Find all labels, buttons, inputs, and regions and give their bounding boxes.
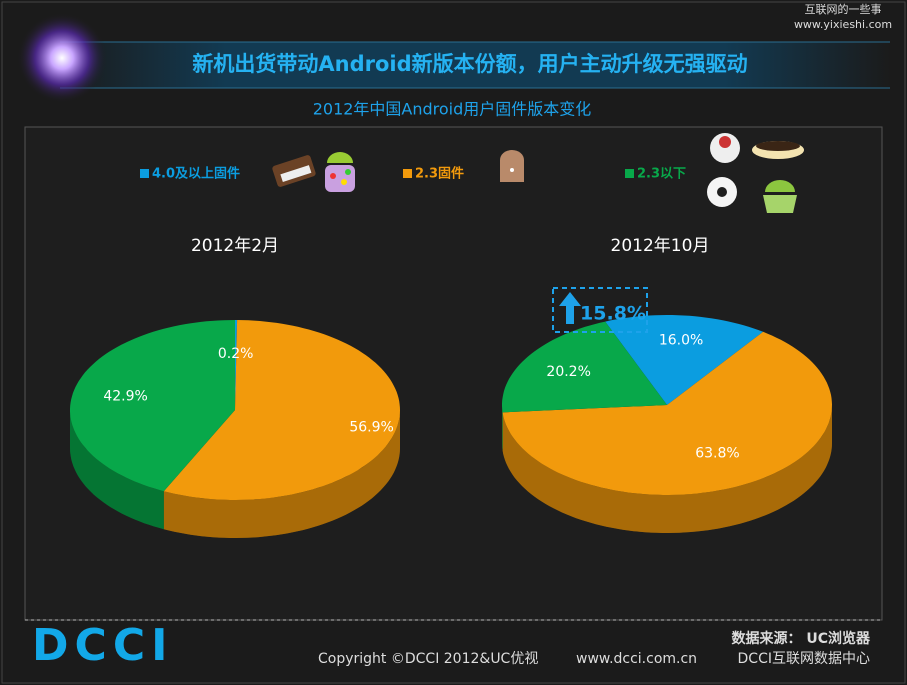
- copyright: Copyright ©DCCI 2012&UC优视: [318, 651, 538, 667]
- pie-slice: [163, 320, 400, 500]
- data-label: 16.0%: [659, 333, 703, 349]
- legend-swatch: [625, 169, 634, 178]
- subtitle: 2012年中国Android用户固件版本变化: [313, 100, 592, 119]
- pie-side: [163, 410, 400, 538]
- pie-side-shade: [502, 405, 503, 451]
- pie-side-shade: [163, 410, 400, 538]
- pie-side-shade: [70, 410, 164, 530]
- data-label: 20.2%: [546, 364, 590, 380]
- data-label: 63.8%: [695, 446, 739, 462]
- annotation: 15.8%: [580, 303, 646, 325]
- pie-slice: [502, 331, 832, 495]
- header-title: 新机出货带动Android新版本份额，用户主动升级无强驱动: [192, 52, 747, 76]
- legend-label: 4.0及以上固件: [152, 166, 240, 182]
- url: www.dcci.com.cn: [576, 651, 697, 667]
- pie-slice: [70, 320, 235, 492]
- legend-label: 2.3以下: [637, 167, 686, 182]
- data-label: 0.2%: [218, 346, 254, 362]
- pie-side: [70, 410, 164, 530]
- pie-slice: [605, 315, 764, 405]
- pie-slice: [502, 321, 667, 413]
- pie-side: [502, 405, 832, 533]
- legend-swatch: [140, 169, 149, 178]
- pie-side: [502, 405, 503, 451]
- watermark: www.yixieshi.com: [794, 18, 892, 31]
- org: DCCI互联网数据中心: [738, 651, 870, 667]
- data-label: 56.9%: [349, 419, 393, 435]
- legend-label: 2.3固件: [415, 166, 464, 182]
- source: 数据来源： UC浏览器: [731, 630, 871, 647]
- watermark: 互联网的一些事: [805, 2, 882, 16]
- pie-title: 2012年10月: [611, 236, 710, 256]
- android-icon: [272, 133, 804, 213]
- pie-title: 2012年2月: [191, 236, 279, 256]
- data-label: 42.9%: [103, 388, 147, 404]
- header-band: [60, 42, 890, 88]
- header-burst: [17, 13, 107, 103]
- logo: DCCI: [32, 620, 173, 671]
- pie-side-shade: [502, 405, 832, 533]
- annotation-box: [552, 287, 648, 333]
- legend-swatch: [403, 169, 412, 178]
- annotation-arrow: [559, 292, 581, 324]
